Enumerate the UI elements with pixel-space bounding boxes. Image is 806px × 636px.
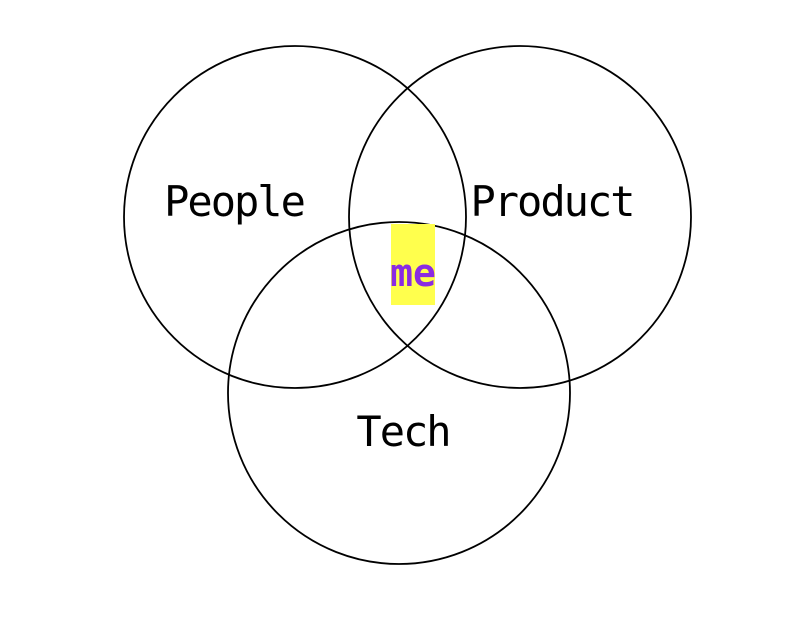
me-label: me [390,251,436,295]
product-circle [348,45,692,389]
me-highlight [391,224,435,305]
people-label: People [164,177,304,226]
tech-label: Tech [356,407,449,456]
people-circle [123,45,467,389]
product-label: Product [470,177,633,226]
tech-circle [227,221,571,565]
